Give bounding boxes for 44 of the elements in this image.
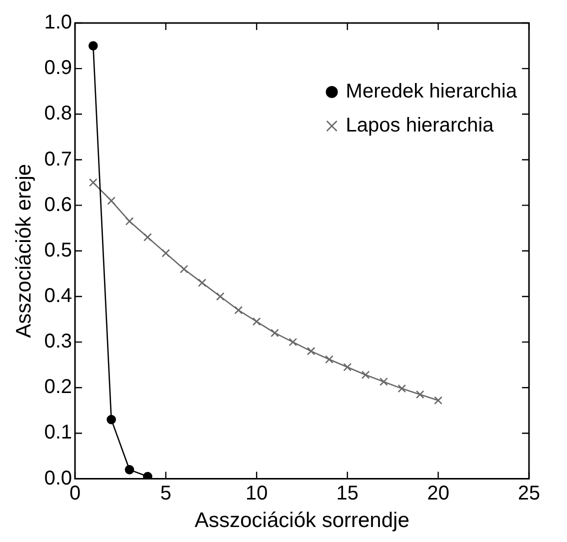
point [88, 41, 98, 50]
y-tick-label: 0.9 [44, 57, 72, 80]
y-tick-label: 0.7 [44, 148, 72, 170]
point [398, 384, 406, 393]
y-tick-label: 0.6 [44, 194, 72, 216]
y-tick-label: 0.4 [44, 284, 72, 307]
x-axis-title: Asszociációk sorrendje [194, 509, 410, 532]
y-tick-label: 1.0 [44, 12, 72, 34]
legend-label: Lapos hierarchia [346, 114, 495, 137]
y-tick-label: 0.2 [44, 376, 72, 398]
x-tick-label: 10 [245, 482, 268, 504]
point [270, 328, 279, 338]
point [142, 472, 152, 479]
point [416, 390, 424, 399]
point [252, 317, 261, 326]
x-tick-label: 25 [518, 482, 540, 504]
point [125, 217, 134, 226]
point [107, 196, 116, 205]
point [343, 362, 352, 372]
point [216, 292, 224, 301]
point [325, 355, 334, 364]
point [234, 306, 243, 314]
point [106, 414, 116, 424]
y-tick-label: 0.1 [44, 422, 72, 444]
point [143, 233, 152, 242]
y-tick-label: 0.5 [44, 239, 72, 262]
y-tick-label: 0.3 [44, 330, 72, 353]
point [434, 396, 442, 405]
point [288, 338, 298, 346]
x-tick-label: 0 [69, 482, 81, 504]
point [180, 264, 188, 274]
point [380, 378, 388, 386]
x-tick-label: 15 [336, 482, 359, 504]
point [198, 278, 206, 287]
legend-label: Meredek hierarchia [346, 80, 518, 103]
y-axis-title: Asszociációk ereje [12, 164, 36, 338]
y-tick-label: 0.8 [44, 102, 72, 125]
point [162, 248, 170, 258]
x-tick-label: 20 [427, 482, 450, 504]
point [361, 370, 370, 380]
point [88, 178, 98, 187]
x-tick-label: 5 [160, 482, 172, 504]
point [124, 465, 134, 474]
point [306, 346, 316, 356]
